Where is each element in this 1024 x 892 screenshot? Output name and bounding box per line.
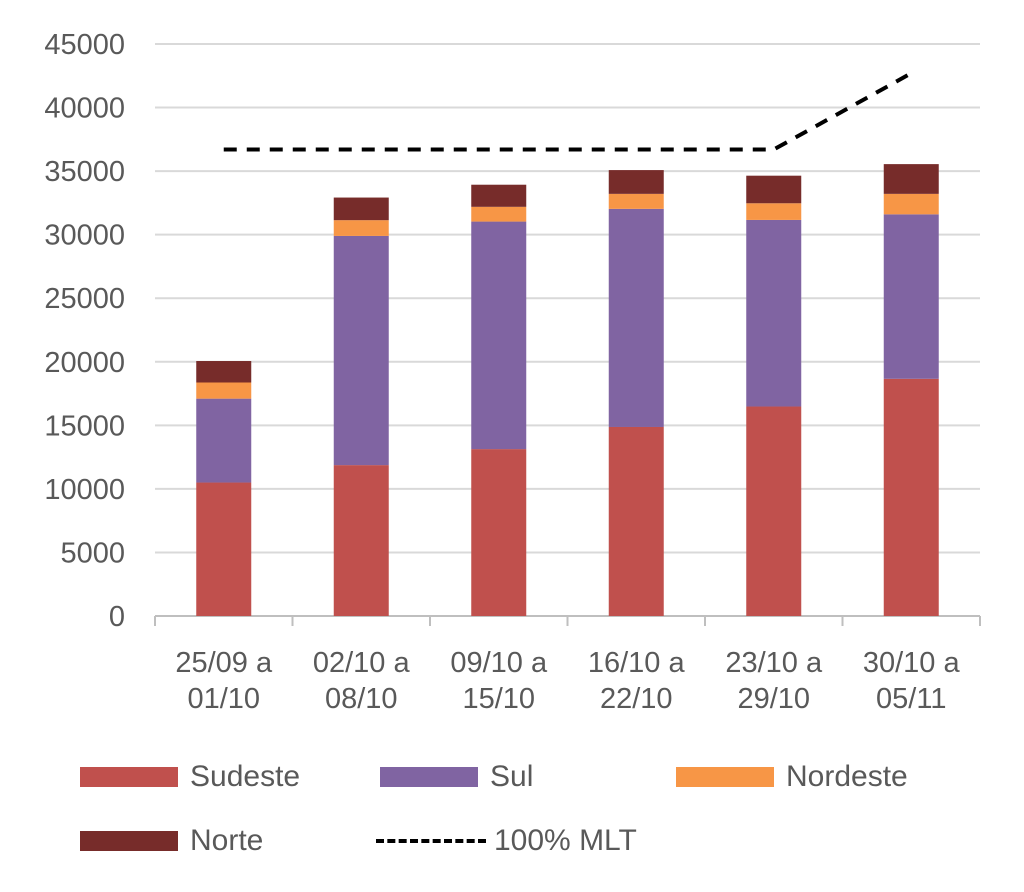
y-tick-label: 5000 [60,537,125,569]
x-tick-label: 15/10 [462,683,535,715]
legend-swatch-norte [80,831,178,851]
x-tick-label: 25/09 a [175,647,273,679]
bar-nordeste [333,220,389,236]
y-tick-label: 0 [109,601,125,633]
bar-sul [196,398,252,483]
y-tick-label: 40000 [44,93,125,125]
bar-nordeste [883,193,939,215]
x-tick-label: 08/10 [325,683,398,715]
bar-nordeste [608,193,664,209]
x-tick-label: 22/10 [600,683,673,715]
bar-sudeste [883,378,939,616]
bar-norte [746,175,802,204]
legend-item-sul: Sul [380,760,533,794]
y-tick-label: 20000 [44,347,125,379]
y-tick-label: 15000 [44,410,125,442]
x-tick-label: 09/10 a [450,647,548,679]
x-tick-label: 29/10 [737,683,810,715]
bar-nordeste [746,203,802,220]
bar-norte [196,361,252,383]
bar-sudeste [196,482,252,616]
legend-label-sul: Sul [490,760,534,793]
x-tick-label: 01/10 [187,683,260,715]
y-tick-label: 35000 [44,156,125,188]
bar-sul [333,235,389,466]
bar-norte [333,197,389,221]
legend-swatch-mlt [376,839,486,843]
bar-sul [883,214,939,379]
legend-label-norte: Norte [190,824,264,857]
x-tick-label: 23/10 a [725,647,823,679]
legend-swatch-nordeste [676,767,774,787]
x-tick-label: 16/10 a [588,647,686,679]
x-tick-label: 30/10 a [863,647,961,679]
bar-sudeste [471,449,527,616]
bar-norte [471,184,527,207]
x-tick-label: 02/10 a [313,647,411,679]
legend-label-nordeste: Nordeste [786,760,908,793]
mlt-line [223,71,913,152]
bar-norte [608,170,664,194]
legend-item-norte: Norte [80,824,263,858]
bar-sul [746,219,802,407]
bar-sudeste [608,426,664,616]
bar-nordeste [471,206,527,222]
bar-nordeste [196,382,252,399]
bar-sudeste [746,406,802,616]
x-tick-label: 05/11 [876,683,946,715]
legend-item-mlt: 100% MLT [376,824,637,858]
bar-sul [471,221,527,450]
y-tick-label: 45000 [44,29,125,61]
y-tick-label: 10000 [44,474,125,506]
legend-item-sudeste: Sudeste [80,760,300,794]
y-tick-label: 30000 [44,220,125,252]
y-tick-label: 25000 [44,283,125,315]
legend-item-nordeste: Nordeste [676,760,908,794]
legend-label-sudeste: Sudeste [190,760,301,793]
legend-swatch-sul [380,767,478,787]
bar-sudeste [333,465,389,616]
legend-label-mlt: 100% MLT [494,824,637,857]
bar-norte [883,164,939,194]
bar-sul [608,208,664,427]
legend-swatch-sudeste [80,767,178,787]
